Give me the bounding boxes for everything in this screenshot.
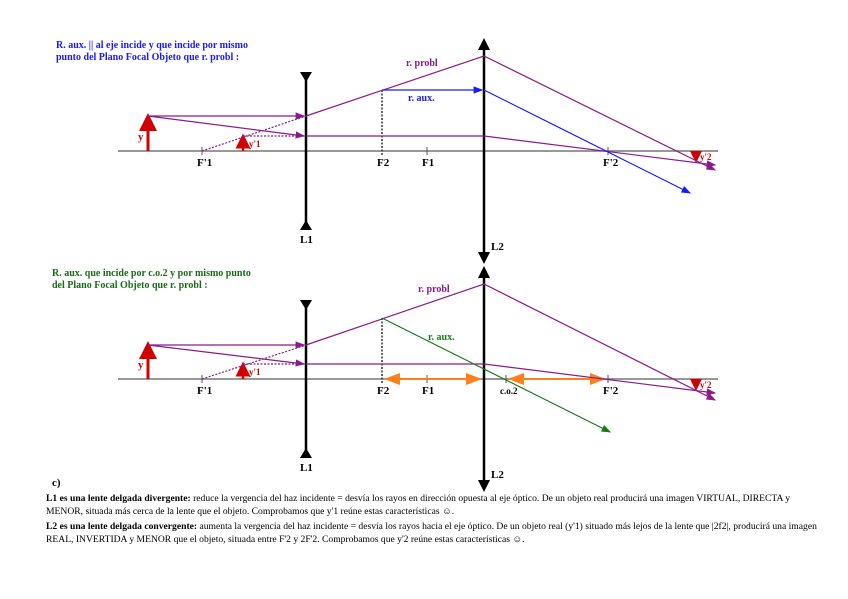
top-note-line2: punto del Plano Focal Objeto que r. prob… [56, 52, 240, 63]
label-r-probl: r. probl [418, 284, 450, 295]
bottom-diagram: r. probl r. aux. y y'1 y'2 F'1 F2 F1 c.o… [52, 266, 718, 492]
label-r-aux: r. aux. [408, 93, 435, 104]
aux-ray [382, 86, 692, 194]
label-L1: L1 [300, 234, 313, 246]
label-F2: F2 [377, 385, 390, 397]
label-F2: F2 [377, 157, 390, 169]
p1-body: reduce la vergencia del haz incidente = … [46, 493, 791, 517]
label-optical-center: c.o.2 [500, 386, 518, 396]
label-y2: y'2 [700, 152, 712, 162]
part-label: c) [52, 477, 61, 489]
lens-l1-divergent [300, 300, 312, 458]
bottom-note: R. aux. que incide por c.o.2 y por mismo… [52, 268, 251, 292]
lens-l2-convergent [478, 38, 490, 264]
label-r-probl: r. probl [406, 58, 438, 69]
aux-ray [381, 317, 612, 433]
label-L2: L2 [491, 469, 504, 481]
p2-heading: L2 es una lente delgada convergente: [46, 521, 198, 532]
label-y: y [138, 359, 144, 371]
problem-rays [147, 55, 717, 171]
paragraph-l1: L1 es una lente delgada divergente: redu… [46, 492, 826, 518]
label-y: y [138, 131, 144, 143]
label-F1: F1 [422, 157, 434, 169]
p1-heading: L1 es una lente delgada divergente: [46, 493, 191, 504]
top-note-line1: R. aux. || al eje incide y que incide po… [56, 40, 248, 51]
label-y1: y'1 [249, 139, 261, 149]
label-y1: y'1 [249, 367, 261, 377]
top-diagram: r. probl r. aux. y y'1 y'2 F'1 F2 F1 F'2… [118, 38, 718, 264]
label-F1-prime: F'1 [197, 157, 212, 169]
problem-rays [147, 283, 717, 401]
top-note: R. aux. || al eje incide y que incide po… [56, 40, 248, 64]
lens-l1-divergent [300, 72, 312, 230]
label-F2-prime: F'2 [603, 385, 619, 397]
paragraph-l2: L2 es una lente delgada convergente: aum… [46, 520, 826, 546]
lens-l2-convergent [478, 266, 490, 492]
p2-body: aumenta la vergencia del haz incidente =… [46, 521, 817, 545]
label-F1: F1 [422, 385, 434, 397]
label-L2: L2 [491, 241, 504, 253]
label-F1-prime: F'1 [197, 385, 212, 397]
label-L1: L1 [300, 462, 313, 474]
bottom-note-line1: R. aux. que incide por c.o.2 y por mismo… [52, 268, 251, 279]
label-y2: y'2 [700, 380, 712, 390]
label-F2-prime: F'2 [603, 157, 619, 169]
bottom-note-line2: del Plano Focal Objeto que r. probl : [52, 280, 208, 291]
label-r-aux: r. aux. [428, 332, 455, 343]
